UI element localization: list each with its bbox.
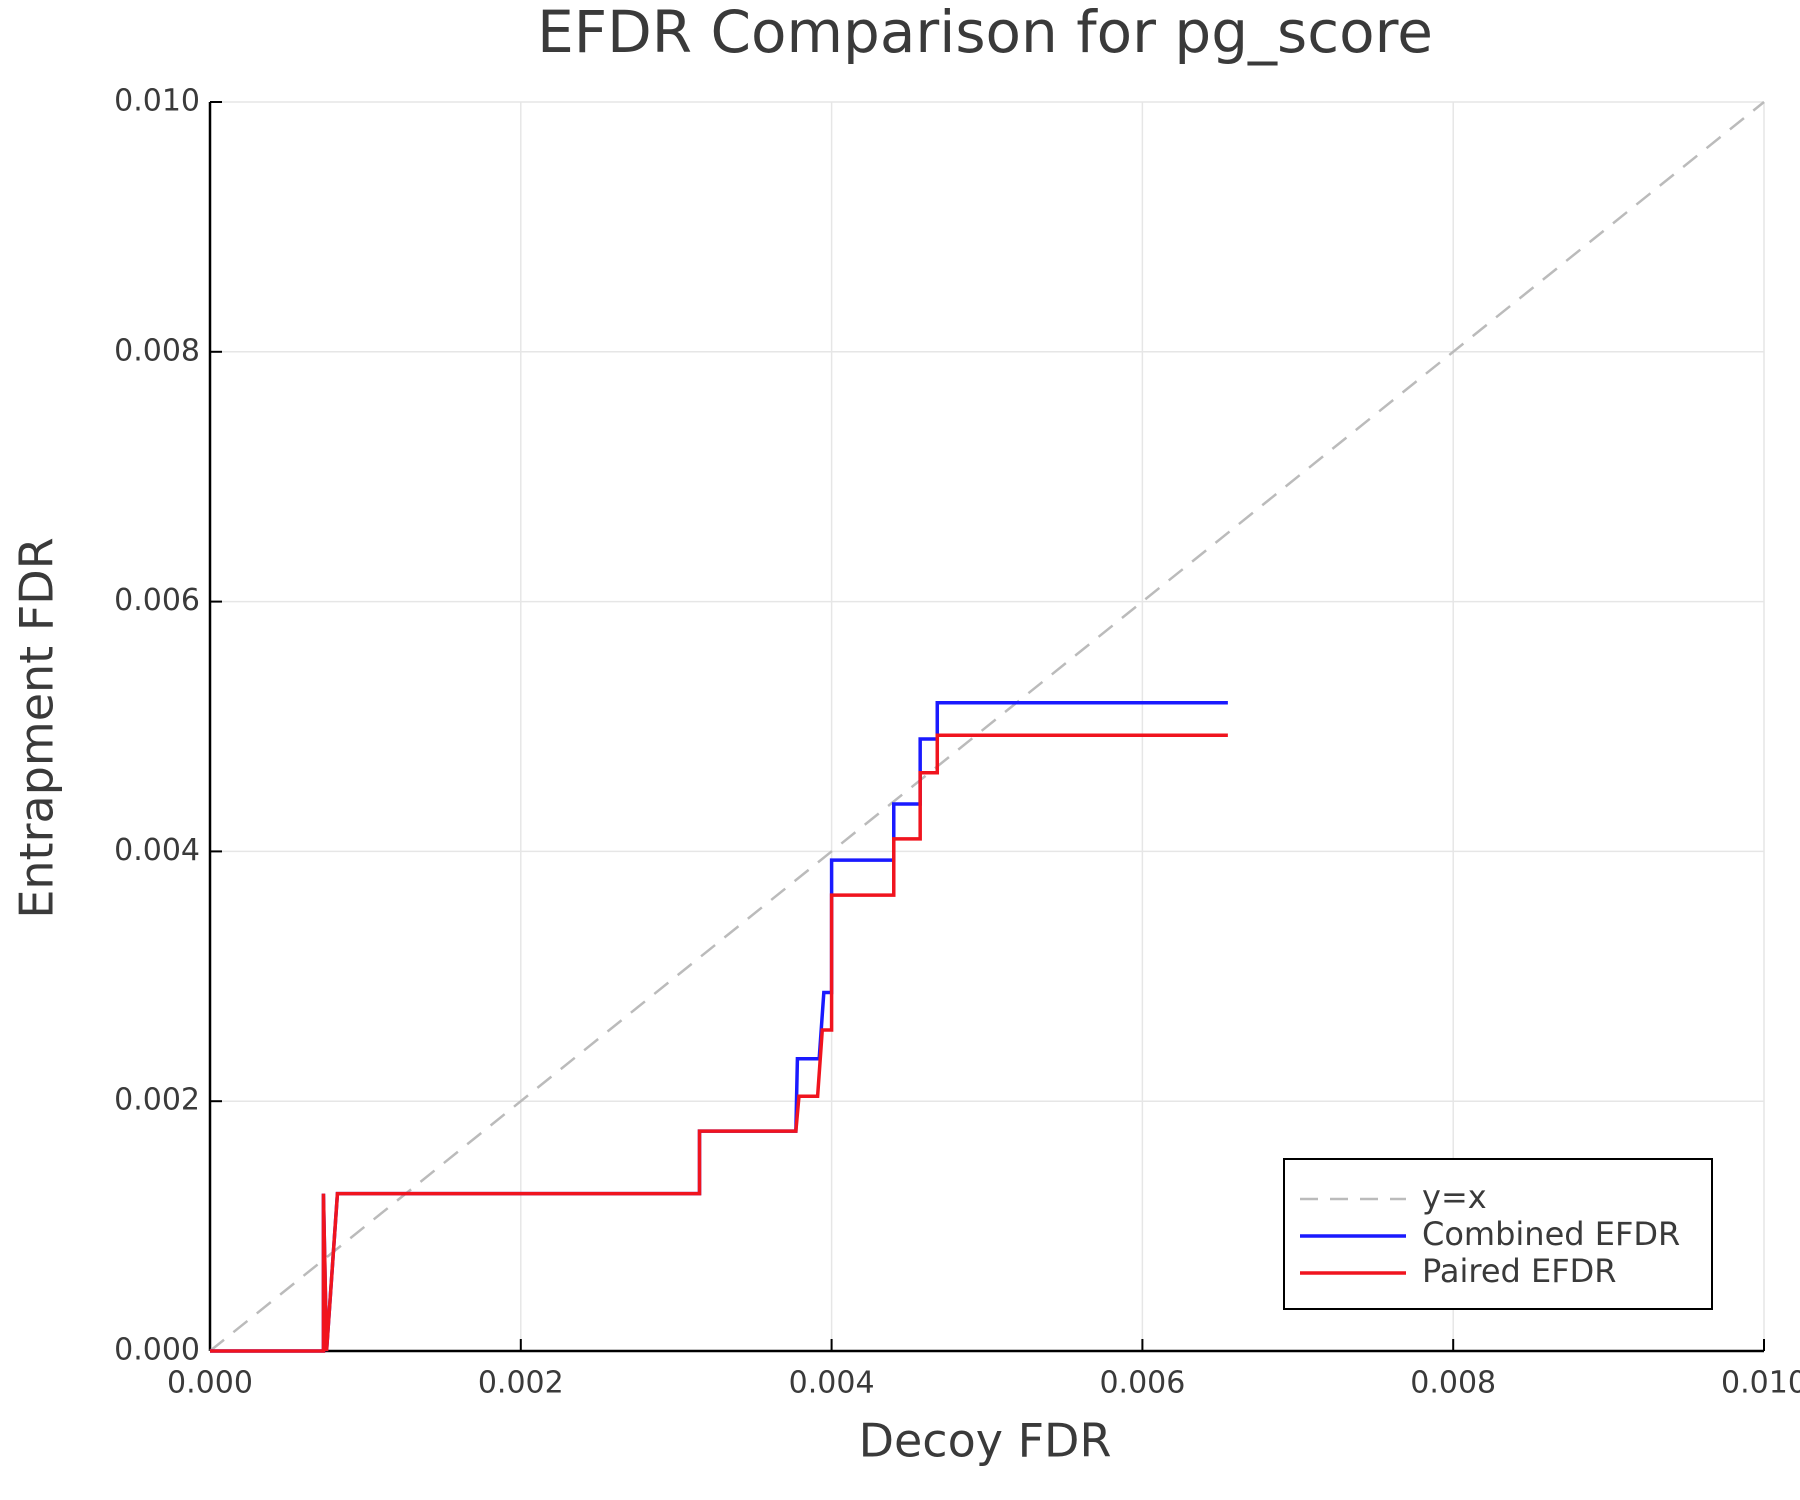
x-tick-label: 0.000	[167, 1366, 253, 1401]
series-line	[210, 701, 1228, 1353]
x-tick-label: 0.008	[1410, 1366, 1496, 1401]
series-line	[210, 733, 1228, 1353]
x-tick-label: 0.010	[1721, 1366, 1800, 1401]
legend-label: y=x	[1422, 1178, 1487, 1216]
legend-label: Combined EFDR	[1422, 1215, 1680, 1253]
y-tick-label: 0.004	[114, 833, 200, 868]
x-tick-label: 0.002	[478, 1366, 564, 1401]
y-tick-label: 0.010	[114, 84, 200, 119]
y-tick-label: 0.000	[114, 1333, 200, 1368]
x-tick-label: 0.004	[789, 1366, 875, 1401]
legend-label: Paired EFDR	[1422, 1252, 1616, 1290]
chart-title: EFDR Comparison for pg_score	[537, 0, 1433, 66]
y-tick-label: 0.008	[114, 333, 200, 368]
y-axis-label: Entrapment FDR	[10, 537, 64, 918]
x-tick-label: 0.006	[1099, 1366, 1185, 1401]
y-tick-label: 0.006	[114, 583, 200, 618]
y-tick-label: 0.002	[114, 1083, 200, 1118]
series-line	[209, 101, 1765, 1352]
legend-box	[1283, 1158, 1713, 1310]
x-axis-label: Decoy FDR	[859, 1414, 1112, 1468]
